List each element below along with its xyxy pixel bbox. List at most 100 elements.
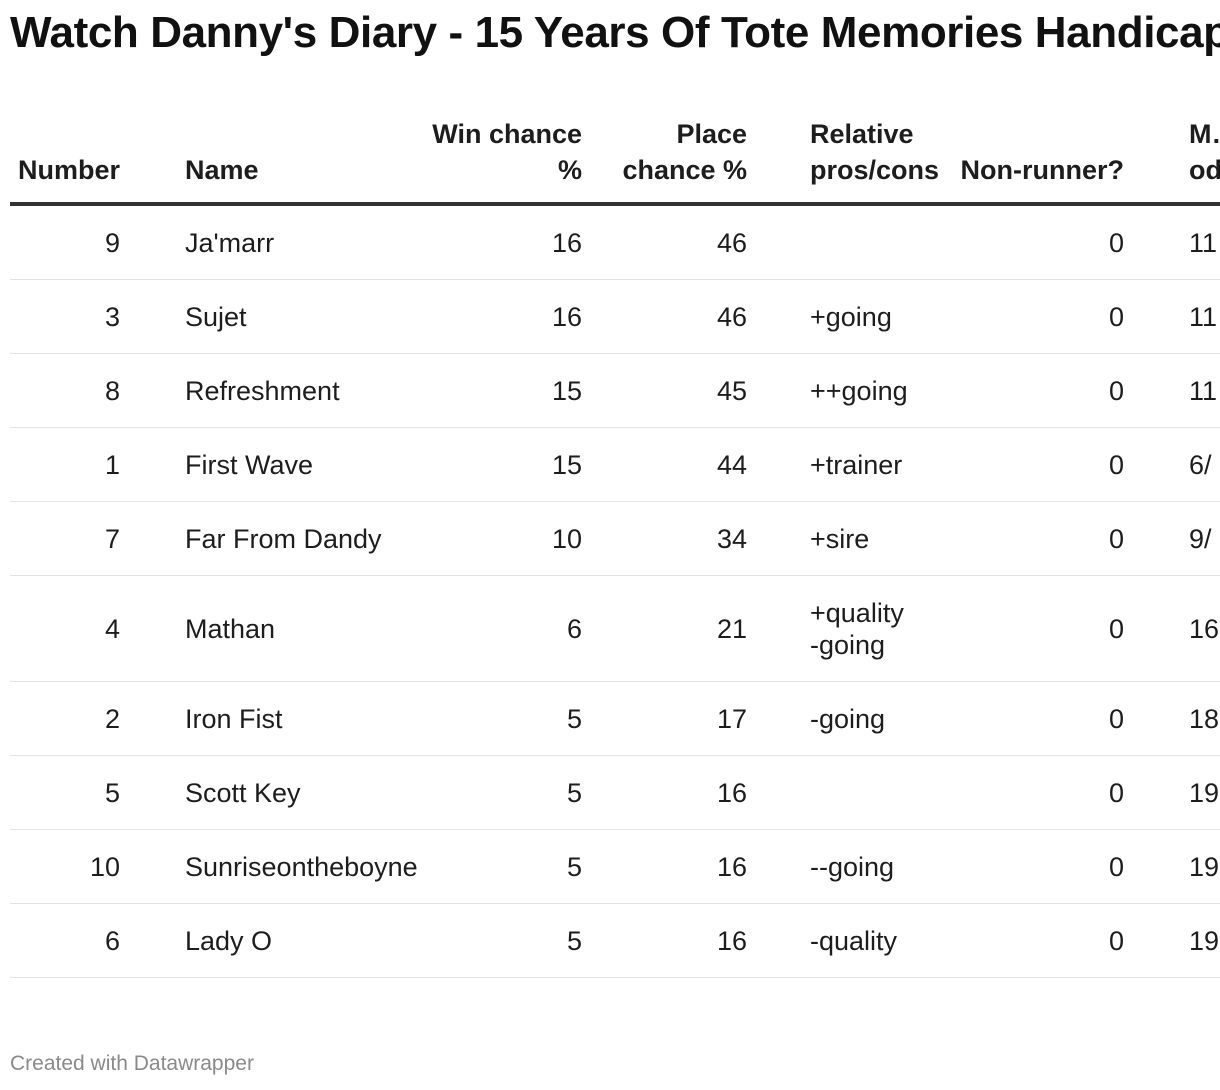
cell-place-chance: 46 — [582, 279, 747, 354]
cell-odds: 18 — [1189, 681, 1220, 756]
cell-number: 8 — [10, 353, 120, 428]
cell-nonrunner: 0 — [960, 204, 1124, 280]
cell-nonrunner: 0 — [960, 903, 1124, 978]
cell-relative: ++going — [810, 353, 960, 428]
cell-win-chance: 16 — [415, 279, 582, 354]
cell-odds: 19 — [1189, 829, 1220, 904]
cell-place-chance: 16 — [582, 903, 747, 978]
table-row: 10 Sunriseontheboyne 5 16 --going 0 19 — [10, 829, 1220, 904]
cell-nonrunner: 0 — [960, 353, 1124, 428]
header-place-chance[interactable]: Place chance % — [582, 112, 747, 206]
cell-relative — [810, 755, 960, 830]
runners-table: Number Name Win chance % Place chance % … — [10, 112, 1220, 978]
cell-number: 3 — [10, 279, 120, 354]
cell-place-chance: 17 — [582, 681, 747, 756]
cell-spacer — [1124, 755, 1189, 830]
cell-spacer — [120, 681, 185, 756]
cell-win-chance: 6 — [415, 575, 582, 682]
cell-name: Far From Dandy — [185, 501, 415, 576]
cell-spacer — [120, 353, 185, 428]
cell-relative: +going — [810, 279, 960, 354]
cell-spacer — [747, 755, 810, 830]
cell-spacer — [120, 829, 185, 904]
table-body: 9 Ja'marr 16 46 0 11 3 Sujet 16 46 +going 0 11 8 Refre… — [10, 204, 1220, 978]
cell-name: Ja'marr — [185, 204, 415, 280]
cell-spacer — [1124, 903, 1189, 978]
cell-spacer — [120, 755, 185, 830]
cell-name: Iron Fist — [185, 681, 415, 756]
header-odds[interactable]: M… od… — [1189, 112, 1220, 206]
header-nonrunner[interactable]: Non-runner? — [960, 112, 1124, 206]
cell-win-chance: 15 — [415, 353, 582, 428]
cell-spacer — [1124, 501, 1189, 576]
cell-win-chance: 16 — [415, 204, 582, 280]
cell-odds: 6/ — [1189, 427, 1220, 502]
cell-number: 10 — [10, 829, 120, 904]
cell-nonrunner: 0 — [960, 755, 1124, 830]
cell-spacer — [120, 204, 185, 280]
header-relative[interactable]: Relative pros/cons — [810, 112, 960, 206]
cell-spacer — [120, 575, 185, 682]
cell-win-chance: 5 — [415, 755, 582, 830]
cell-number: 5 — [10, 755, 120, 830]
header-spacer — [120, 112, 185, 206]
cell-spacer — [1124, 353, 1189, 428]
cell-spacer — [747, 353, 810, 428]
page-title: Watch Danny's Diary - 15 Years Of Tote M… — [10, 8, 1220, 57]
cell-spacer — [747, 279, 810, 354]
cell-nonrunner: 0 — [960, 279, 1124, 354]
cell-relative: +trainer — [810, 427, 960, 502]
cell-spacer — [747, 903, 810, 978]
cell-nonrunner: 0 — [960, 829, 1124, 904]
cell-spacer — [747, 829, 810, 904]
cell-place-chance: 21 — [582, 575, 747, 682]
runners-table-container: Number Name Win chance % Place chance % … — [10, 112, 1220, 978]
header-win-chance[interactable]: Win chance % — [415, 112, 582, 206]
cell-number: 2 — [10, 681, 120, 756]
cell-odds: 19 — [1189, 755, 1220, 830]
cell-spacer — [1124, 681, 1189, 756]
table-row: 2 Iron Fist 5 17 -going 0 18 — [10, 681, 1220, 756]
header-number[interactable]: Number — [10, 112, 120, 206]
table-row: 4 Mathan 6 21 +quality -going 0 16 — [10, 575, 1220, 682]
cell-spacer — [1124, 204, 1189, 280]
cell-relative: -quality — [810, 903, 960, 978]
cell-spacer — [120, 279, 185, 354]
footer-credit[interactable]: Created with Datawrapper — [10, 1052, 254, 1075]
table-row: 1 First Wave 15 44 +trainer 0 6/ — [10, 427, 1220, 502]
cell-spacer — [120, 903, 185, 978]
cell-spacer — [747, 501, 810, 576]
cell-number: 4 — [10, 575, 120, 682]
header-row: Number Name Win chance % Place chance % … — [10, 112, 1220, 206]
cell-odds: 11 — [1189, 204, 1220, 280]
table-header: Number Name Win chance % Place chance % … — [10, 112, 1220, 206]
cell-name: First Wave — [185, 427, 415, 502]
cell-odds: 16 — [1189, 575, 1220, 682]
cell-spacer — [120, 501, 185, 576]
table-row: 7 Far From Dandy 10 34 +sire 0 9/ — [10, 501, 1220, 576]
cell-win-chance: 5 — [415, 681, 582, 756]
cell-name: Lady O — [185, 903, 415, 978]
cell-win-chance: 15 — [415, 427, 582, 502]
cell-spacer — [747, 575, 810, 682]
cell-spacer — [1124, 279, 1189, 354]
cell-number: 6 — [10, 903, 120, 978]
cell-odds: 11 — [1189, 279, 1220, 354]
table-row: 9 Ja'marr 16 46 0 11 — [10, 204, 1220, 280]
cell-number: 1 — [10, 427, 120, 502]
cell-relative: +sire — [810, 501, 960, 576]
table-row: 5 Scott Key 5 16 0 19 — [10, 755, 1220, 830]
cell-spacer — [747, 681, 810, 756]
cell-nonrunner: 0 — [960, 575, 1124, 682]
cell-spacer — [1124, 575, 1189, 682]
cell-name: Sunriseontheboyne — [185, 829, 418, 904]
cell-name: Mathan — [185, 575, 415, 682]
cell-relative: --going — [810, 829, 960, 904]
header-spacer — [1124, 112, 1189, 206]
header-name[interactable]: Name — [185, 112, 415, 206]
cell-nonrunner: 0 — [960, 427, 1124, 502]
cell-relative: +quality -going — [810, 575, 960, 682]
cell-place-chance: 34 — [582, 501, 747, 576]
cell-relative: -going — [810, 681, 960, 756]
cell-name: Scott Key — [185, 755, 415, 830]
